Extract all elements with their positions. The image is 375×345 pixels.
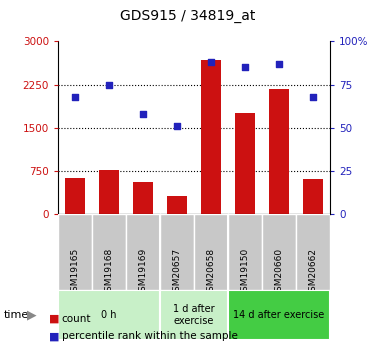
Bar bbox=[99, 170, 119, 214]
Bar bbox=[58, 290, 160, 340]
Bar bbox=[92, 214, 126, 290]
Bar bbox=[65, 178, 85, 214]
Point bbox=[174, 123, 180, 129]
Text: ▶: ▶ bbox=[27, 308, 37, 321]
Point bbox=[242, 65, 248, 70]
Point bbox=[310, 94, 316, 99]
Point bbox=[276, 61, 282, 67]
Bar bbox=[58, 214, 92, 290]
Text: GSM19165: GSM19165 bbox=[70, 248, 80, 297]
Text: GDS915 / 34819_at: GDS915 / 34819_at bbox=[120, 9, 255, 22]
Bar bbox=[194, 214, 228, 290]
Text: 0 h: 0 h bbox=[101, 310, 117, 320]
Bar bbox=[133, 182, 153, 214]
Bar bbox=[235, 113, 255, 214]
Bar bbox=[269, 89, 289, 214]
Bar bbox=[160, 290, 228, 340]
Text: ■: ■ bbox=[49, 314, 59, 324]
Text: 1 d after
exercise: 1 d after exercise bbox=[173, 304, 215, 326]
Text: 14 d after exercise: 14 d after exercise bbox=[233, 310, 325, 320]
Point bbox=[106, 82, 112, 87]
Text: GSM19168: GSM19168 bbox=[105, 248, 114, 297]
Text: percentile rank within the sample: percentile rank within the sample bbox=[62, 332, 238, 341]
Bar bbox=[303, 179, 323, 214]
Text: GSM20660: GSM20660 bbox=[274, 248, 284, 297]
Text: GSM19150: GSM19150 bbox=[240, 248, 249, 297]
Bar bbox=[201, 60, 221, 214]
Text: GSM20658: GSM20658 bbox=[207, 248, 216, 297]
Bar bbox=[296, 214, 330, 290]
Point bbox=[140, 111, 146, 117]
Point bbox=[72, 94, 78, 99]
Bar bbox=[126, 214, 160, 290]
Bar bbox=[262, 214, 296, 290]
Bar bbox=[160, 214, 194, 290]
Text: GSM20662: GSM20662 bbox=[309, 248, 318, 297]
Bar bbox=[167, 196, 187, 214]
Bar bbox=[228, 214, 262, 290]
Text: GSM20657: GSM20657 bbox=[172, 248, 182, 297]
Bar bbox=[228, 290, 330, 340]
Text: count: count bbox=[62, 314, 92, 324]
Text: GSM19169: GSM19169 bbox=[139, 248, 148, 297]
Text: ■: ■ bbox=[49, 332, 59, 341]
Point bbox=[208, 59, 214, 65]
Text: time: time bbox=[4, 310, 29, 320]
